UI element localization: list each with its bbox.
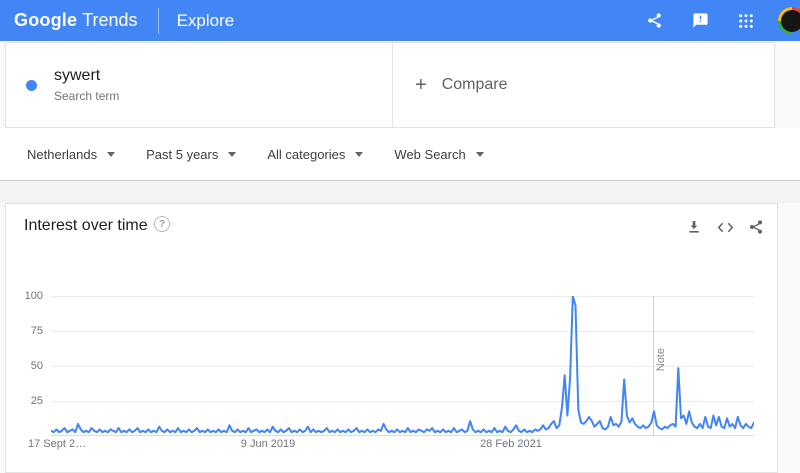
download-icon[interactable] xyxy=(685,218,703,236)
y-tick-label: 75 xyxy=(30,325,43,337)
x-tick-label: 17 Sept 2… xyxy=(28,438,87,450)
gridline-100 xyxy=(51,296,754,297)
note-line xyxy=(652,296,654,435)
x-tick-label: 28 Feb 2021 xyxy=(480,438,542,450)
x-tick-label: 9 Jun 2019 xyxy=(240,438,296,450)
gridline-50 xyxy=(51,366,754,367)
embed-icon[interactable] xyxy=(716,218,734,236)
search-type-filter-label: Web Search xyxy=(394,146,466,162)
plus-icon: + xyxy=(415,73,427,96)
avatar-photo xyxy=(781,9,800,32)
chevron-down-icon xyxy=(355,152,364,157)
category-filter-label: All categories xyxy=(267,146,346,162)
category-filter[interactable]: All categories xyxy=(267,146,364,162)
filter-bar: Netherlands Past 5 years All categories … xyxy=(0,128,800,180)
series-color-dot xyxy=(26,79,37,91)
apps-grid-icon[interactable] xyxy=(736,11,756,31)
widget-title: Interest over time xyxy=(24,217,148,234)
time-range-filter-label: Past 5 years xyxy=(146,146,219,162)
chevron-down-icon xyxy=(475,152,484,157)
region-filter-label: Netherlands xyxy=(27,146,98,162)
card-divider xyxy=(392,43,393,127)
add-comparison-button[interactable]: + Compare xyxy=(393,43,774,127)
time-range-filter[interactable]: Past 5 years xyxy=(146,146,237,162)
chevron-down-icon xyxy=(228,152,237,157)
region-filter[interactable]: Netherlands xyxy=(27,146,116,162)
x-axis-baseline xyxy=(51,435,754,436)
section-separator xyxy=(0,180,800,203)
gridline-25 xyxy=(51,401,754,402)
interest-over-time-card: Interest over time ? xyxy=(5,203,778,473)
share-chart-icon[interactable] xyxy=(747,218,765,236)
y-tick-label: 100 xyxy=(24,290,43,302)
trend-line xyxy=(51,296,754,434)
help-icon[interactable]: ? xyxy=(154,216,170,232)
page-title: Explore xyxy=(176,10,235,30)
google-trends-logo[interactable]: Google Trends xyxy=(14,10,138,31)
chevron-down-icon xyxy=(107,152,116,157)
y-tick-label: 50 xyxy=(30,360,43,372)
gridline-75 xyxy=(51,331,754,332)
compare-label: Compare xyxy=(441,76,508,93)
y-tick-label: 25 xyxy=(30,395,43,407)
search-term-value: sywert xyxy=(54,67,101,84)
logo-google-text: Google xyxy=(14,10,78,30)
header-divider xyxy=(157,7,159,34)
feedback-icon[interactable] xyxy=(690,11,710,31)
query-cards-row: sywert Search term + Compare xyxy=(5,42,775,128)
search-term-type: Search term xyxy=(54,89,120,103)
search-type-filter[interactable]: Web Search xyxy=(394,146,484,162)
share-icon[interactable] xyxy=(644,11,664,31)
account-avatar[interactable] xyxy=(778,6,800,35)
search-term-card[interactable]: sywert Search term xyxy=(6,43,392,127)
app-header: Google Trends Explore xyxy=(0,0,800,41)
logo-trends-text: Trends xyxy=(82,10,138,30)
trend-line-svg[interactable] xyxy=(51,296,754,435)
